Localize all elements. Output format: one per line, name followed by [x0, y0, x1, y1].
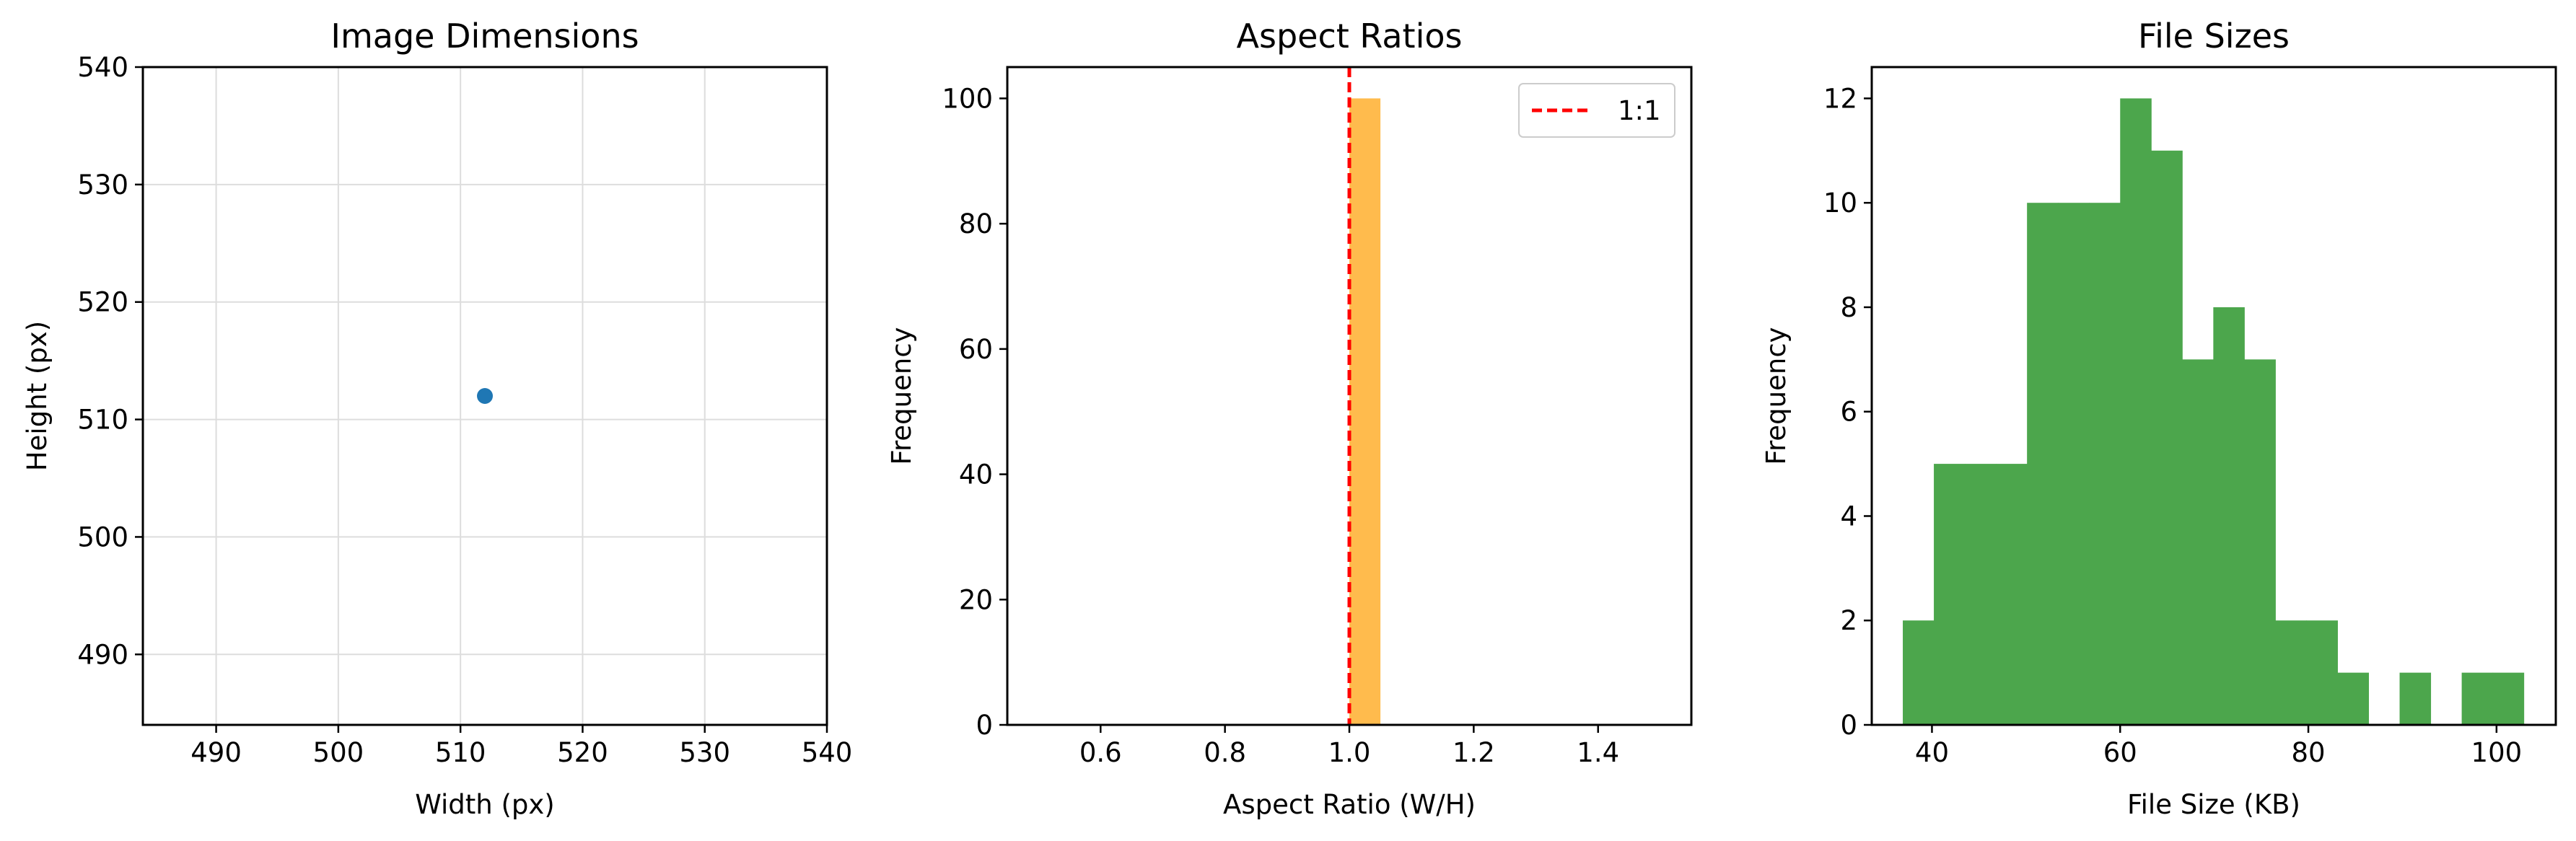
dimensions-x-tick-label: 510: [435, 737, 486, 768]
dimensions-ticks: 490 500 510 520 530 540 490 500 510 520 530 540: [77, 52, 852, 768]
dimensions-y-axis-label: Height (px): [22, 321, 53, 471]
filesize-bar: [2461, 672, 2494, 725]
aspect-y-tick-label: 0: [976, 710, 993, 741]
dimensions-points: [477, 388, 493, 404]
dimensions-y-tick-label: 510: [77, 405, 128, 436]
aspect-y-tick-label: 60: [959, 334, 993, 365]
filesize-ticks: 40 60 80 100 0 2 4 6 8 10 12: [1823, 83, 2522, 768]
aspect-x-tick-label: 1.4: [1577, 737, 1619, 768]
aspect-x-tick-label: 0.6: [1079, 737, 1122, 768]
aspect-bars: [1349, 98, 1381, 725]
filesize-y-tick-label: 12: [1823, 83, 1857, 114]
aspect-legend-label: 1:1: [1618, 95, 1661, 126]
filesize-bar: [1934, 464, 1966, 725]
filesize-x-tick-label: 60: [2103, 737, 2137, 768]
filesize-bar: [2182, 359, 2214, 725]
dimensions-x-tick-label: 530: [679, 737, 730, 768]
filesize-x-tick-label: 40: [1915, 737, 1949, 768]
dimensions-grid: [143, 66, 828, 725]
filesize-bar: [2244, 359, 2276, 725]
dimensions-y-tick-label: 530: [77, 169, 128, 201]
aspect-x-axis-label: Aspect Ratio (W/H): [1223, 789, 1476, 820]
chart-filesize: 40 60 80 100 0 2 4 6 8 10 12 File Sizes File Size …: [1761, 17, 2557, 820]
filesize-bar: [1965, 464, 1997, 725]
filesize-bar: [2337, 672, 2370, 725]
filesize-y-tick-label: 8: [1840, 292, 1857, 323]
dimensions-y-tick-label: 490: [77, 639, 128, 670]
dimensions-x-axis-label: Width (px): [415, 789, 555, 820]
chart-aspect: 0.6 0.8 1.0 1.2 1.4 0 20 40 60 80 100 Aspect Ratio…: [886, 17, 1693, 820]
aspect-title: Aspect Ratios: [1237, 17, 1463, 56]
filesize-y-tick-label: 10: [1823, 188, 1857, 219]
filesize-bar: [2399, 672, 2432, 725]
filesize-bar: [1903, 620, 1935, 725]
dimensions-y-tick-label: 540: [77, 52, 128, 83]
filesize-bar: [2058, 203, 2090, 725]
dimensions-x-tick-label: 500: [313, 737, 364, 768]
dimensions-title: Image Dimensions: [330, 17, 639, 56]
aspect-legend-box: [1518, 83, 1675, 138]
dimensions-y-tick-label: 520: [77, 287, 128, 318]
filesize-bars: [1903, 98, 2525, 726]
chart-dimensions: 490 500 510 520 530 540 490 500 510 520 530 540 Ima…: [22, 17, 852, 820]
dimensions-axes-frame: [141, 66, 828, 726]
aspect-x-tick-label: 0.8: [1204, 737, 1246, 768]
filesize-y-axis-label: Frequency: [1761, 327, 1792, 464]
aspect-x-tick-label: 1.0: [1328, 737, 1371, 768]
filesize-x-axis-label: File Size (KB): [2127, 789, 2300, 820]
filesize-y-tick-label: 2: [1840, 605, 1857, 636]
filesize-title: File Sizes: [2138, 17, 2290, 56]
aspect-x-tick-label: 1.2: [1453, 737, 1495, 768]
filesize-bar: [2275, 620, 2307, 725]
filesize-y-tick-label: 4: [1840, 501, 1857, 532]
dimensions-point: [477, 388, 493, 404]
dimensions-x-tick-label: 540: [802, 737, 853, 768]
dimensions-x-tick-label: 520: [557, 737, 608, 768]
filesize-y-tick-label: 0: [1840, 710, 1857, 741]
aspect-legend: 1:1: [1518, 83, 1675, 138]
filesize-y-tick-label: 6: [1840, 397, 1857, 428]
filesize-bar: [1996, 464, 2028, 725]
dimensions-x-tick-label: 490: [190, 737, 242, 768]
filesize-bar: [2306, 620, 2338, 725]
filesize-bar: [2089, 203, 2121, 725]
filesize-x-tick-label: 100: [2471, 737, 2523, 768]
aspect-bar: [1349, 98, 1381, 725]
filesize-bar: [2492, 672, 2525, 725]
filesize-bar: [2213, 307, 2245, 725]
filesize-bar: [2027, 203, 2059, 725]
filesize-x-tick-label: 80: [2292, 737, 2326, 768]
aspect-ticks: 0.6 0.8 1.0 1.2 1.4 0 20 40 60 80 100: [942, 83, 1619, 768]
aspect-y-tick-label: 80: [959, 208, 993, 239]
filesize-axes-frame: [1870, 66, 2557, 726]
aspect-y-tick-label: 40: [959, 459, 993, 490]
aspect-y-tick-label: 100: [942, 83, 993, 114]
dimensions-y-tick-label: 500: [77, 521, 128, 552]
filesize-bar: [2120, 98, 2152, 725]
aspect-y-axis-label: Frequency: [886, 327, 917, 464]
aspect-y-tick-label: 20: [959, 584, 993, 615]
filesize-bar: [2151, 150, 2183, 726]
